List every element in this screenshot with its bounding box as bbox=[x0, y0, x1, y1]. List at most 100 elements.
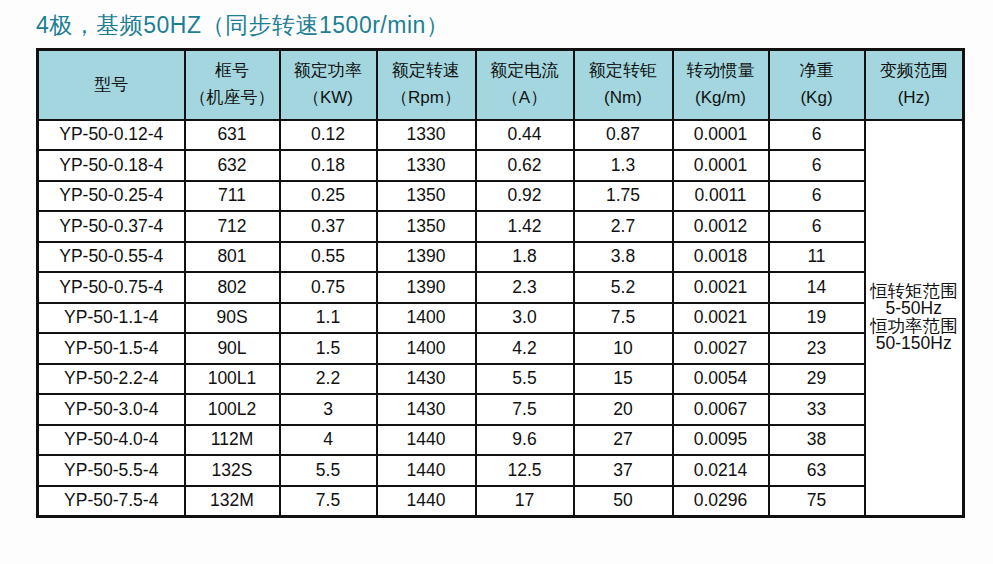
header-label: 额定功率 bbox=[283, 58, 374, 84]
header-rated-current: 额定电流 （A） bbox=[476, 50, 574, 120]
table-cell: 0.87 bbox=[574, 120, 673, 151]
table-cell: 23 bbox=[769, 333, 865, 364]
table-cell: 5.2 bbox=[574, 272, 673, 303]
table-cell: 11 bbox=[769, 242, 865, 273]
table-row: YP-50-0.12-46310.1213300.440.870.00016恒转… bbox=[38, 120, 964, 151]
table-row: YP-50-0.25-47110.2513500.921.750.00116 bbox=[38, 181, 964, 212]
header-inertia: 转动惯量 (Kg/m) bbox=[673, 50, 769, 120]
table-cell: YP-50-4.0-4 bbox=[38, 425, 185, 456]
table-cell: YP-50-0.55-4 bbox=[38, 242, 185, 273]
header-label: 额定转速 bbox=[380, 58, 473, 84]
table-cell: 7.5 bbox=[476, 394, 574, 425]
table-cell: 33 bbox=[769, 394, 865, 425]
table-cell: 37 bbox=[574, 455, 673, 486]
table-cell: 0.0018 bbox=[673, 242, 769, 273]
table-cell: 1.42 bbox=[476, 211, 574, 242]
table-cell: 1390 bbox=[377, 242, 476, 273]
table-cell: 132S bbox=[185, 455, 280, 486]
table-cell: 15 bbox=[574, 364, 673, 395]
table-cell: 5.5 bbox=[280, 455, 377, 486]
table-cell: 802 bbox=[185, 272, 280, 303]
table-cell: 1430 bbox=[377, 394, 476, 425]
table-cell: 0.0011 bbox=[673, 181, 769, 212]
table-cell: 4 bbox=[280, 425, 377, 456]
table-cell: 6 bbox=[769, 120, 865, 151]
table-cell: 20 bbox=[574, 394, 673, 425]
table-cell: 1400 bbox=[377, 333, 476, 364]
header-unit: （机座号） bbox=[188, 85, 277, 111]
header-rated-speed: 额定转速 （Rpm） bbox=[377, 50, 476, 120]
table-cell: 1400 bbox=[377, 303, 476, 334]
table-cell: 1430 bbox=[377, 364, 476, 395]
table-cell: 711 bbox=[185, 181, 280, 212]
table-cell: 10 bbox=[574, 333, 673, 364]
header-label: 额定电流 bbox=[479, 58, 571, 84]
table-cell: YP-50-7.5-4 bbox=[38, 486, 185, 517]
table-cell: 7.5 bbox=[280, 486, 377, 517]
table-cell: 0.0095 bbox=[673, 425, 769, 456]
table-cell: 632 bbox=[185, 150, 280, 181]
table-cell: 631 bbox=[185, 120, 280, 151]
table-cell: 0.75 bbox=[280, 272, 377, 303]
table-cell: 6 bbox=[769, 150, 865, 181]
table-row: YP-50-7.5-4132M7.5144017500.029675 bbox=[38, 486, 964, 517]
table-body: YP-50-0.12-46310.1213300.440.870.00016恒转… bbox=[38, 120, 964, 517]
table-cell: YP-50-0.18-4 bbox=[38, 150, 185, 181]
table-cell: 1440 bbox=[377, 425, 476, 456]
header-row: 型号 框号 （机座号） 额定功率 （KW) 额定转速 （Rpm） 额定电流 （A… bbox=[38, 50, 964, 120]
table-cell: 0.0021 bbox=[673, 303, 769, 334]
header-label: 额定转钜 bbox=[577, 58, 670, 84]
freq-range-cell: 恒转矩范围5-50Hz恒功率范围50-150Hz bbox=[865, 120, 964, 517]
header-unit: （Rpm） bbox=[380, 85, 473, 111]
table-cell: 0.0054 bbox=[673, 364, 769, 395]
table-row: YP-50-0.55-48010.5513901.83.80.001811 bbox=[38, 242, 964, 273]
table-cell: 29 bbox=[769, 364, 865, 395]
header-frame: 框号 （机座号） bbox=[185, 50, 280, 120]
table-cell: 14 bbox=[769, 272, 865, 303]
table-cell: 132M bbox=[185, 486, 280, 517]
table-cell: 100L1 bbox=[185, 364, 280, 395]
table-cell: 0.0012 bbox=[673, 211, 769, 242]
table-cell: YP-50-3.0-4 bbox=[38, 394, 185, 425]
table-cell: 0.55 bbox=[280, 242, 377, 273]
table-cell: 90L bbox=[185, 333, 280, 364]
table-cell: 2.7 bbox=[574, 211, 673, 242]
table-cell: 6 bbox=[769, 211, 865, 242]
table-cell: YP-50-0.12-4 bbox=[38, 120, 185, 151]
table-cell: 1.5 bbox=[280, 333, 377, 364]
table-cell: 50 bbox=[574, 486, 673, 517]
header-rated-torque: 额定转钜 (Nm) bbox=[574, 50, 673, 120]
table-cell: YP-50-0.37-4 bbox=[38, 211, 185, 242]
table-cell: YP-50-0.25-4 bbox=[38, 181, 185, 212]
header-unit: (Kg) bbox=[772, 85, 862, 111]
table-row: YP-50-3.0-4100L2314307.5200.006733 bbox=[38, 394, 964, 425]
table-cell: 3.0 bbox=[476, 303, 574, 334]
header-label: 转动惯量 bbox=[676, 58, 766, 84]
table-row: YP-50-0.37-47120.3713501.422.70.00126 bbox=[38, 211, 964, 242]
motor-spec-table: 型号 框号 （机座号） 额定功率 （KW) 额定转速 （Rpm） 额定电流 （A… bbox=[36, 48, 965, 518]
table-cell: 0.37 bbox=[280, 211, 377, 242]
header-label: 型号 bbox=[41, 72, 182, 98]
table-cell: YP-50-0.75-4 bbox=[38, 272, 185, 303]
header-rated-power: 额定功率 （KW) bbox=[280, 50, 377, 120]
table-cell: 1.3 bbox=[574, 150, 673, 181]
table-cell: 1.8 bbox=[476, 242, 574, 273]
table-cell: 75 bbox=[769, 486, 865, 517]
table-cell: 100L2 bbox=[185, 394, 280, 425]
table-cell: 3 bbox=[280, 394, 377, 425]
table-cell: 3.8 bbox=[574, 242, 673, 273]
table-row: YP-50-5.5-4132S5.5144012.5370.021463 bbox=[38, 455, 964, 486]
table-header: 型号 框号 （机座号） 额定功率 （KW) 额定转速 （Rpm） 额定电流 （A… bbox=[38, 50, 964, 120]
table-cell: 6 bbox=[769, 181, 865, 212]
freq-range-line: 50-150Hz bbox=[868, 335, 961, 353]
table-cell: 0.44 bbox=[476, 120, 574, 151]
header-label: 变频范围 bbox=[868, 58, 961, 84]
table-cell: 1330 bbox=[377, 150, 476, 181]
table-row: YP-50-4.0-4112M414409.6270.009538 bbox=[38, 425, 964, 456]
table-cell: YP-50-2.2-4 bbox=[38, 364, 185, 395]
table-cell: 90S bbox=[185, 303, 280, 334]
freq-range-line: 5-50Hz bbox=[868, 300, 961, 318]
table-cell: 19 bbox=[769, 303, 865, 334]
table-cell: 12.5 bbox=[476, 455, 574, 486]
header-unit: （KW) bbox=[283, 85, 374, 111]
